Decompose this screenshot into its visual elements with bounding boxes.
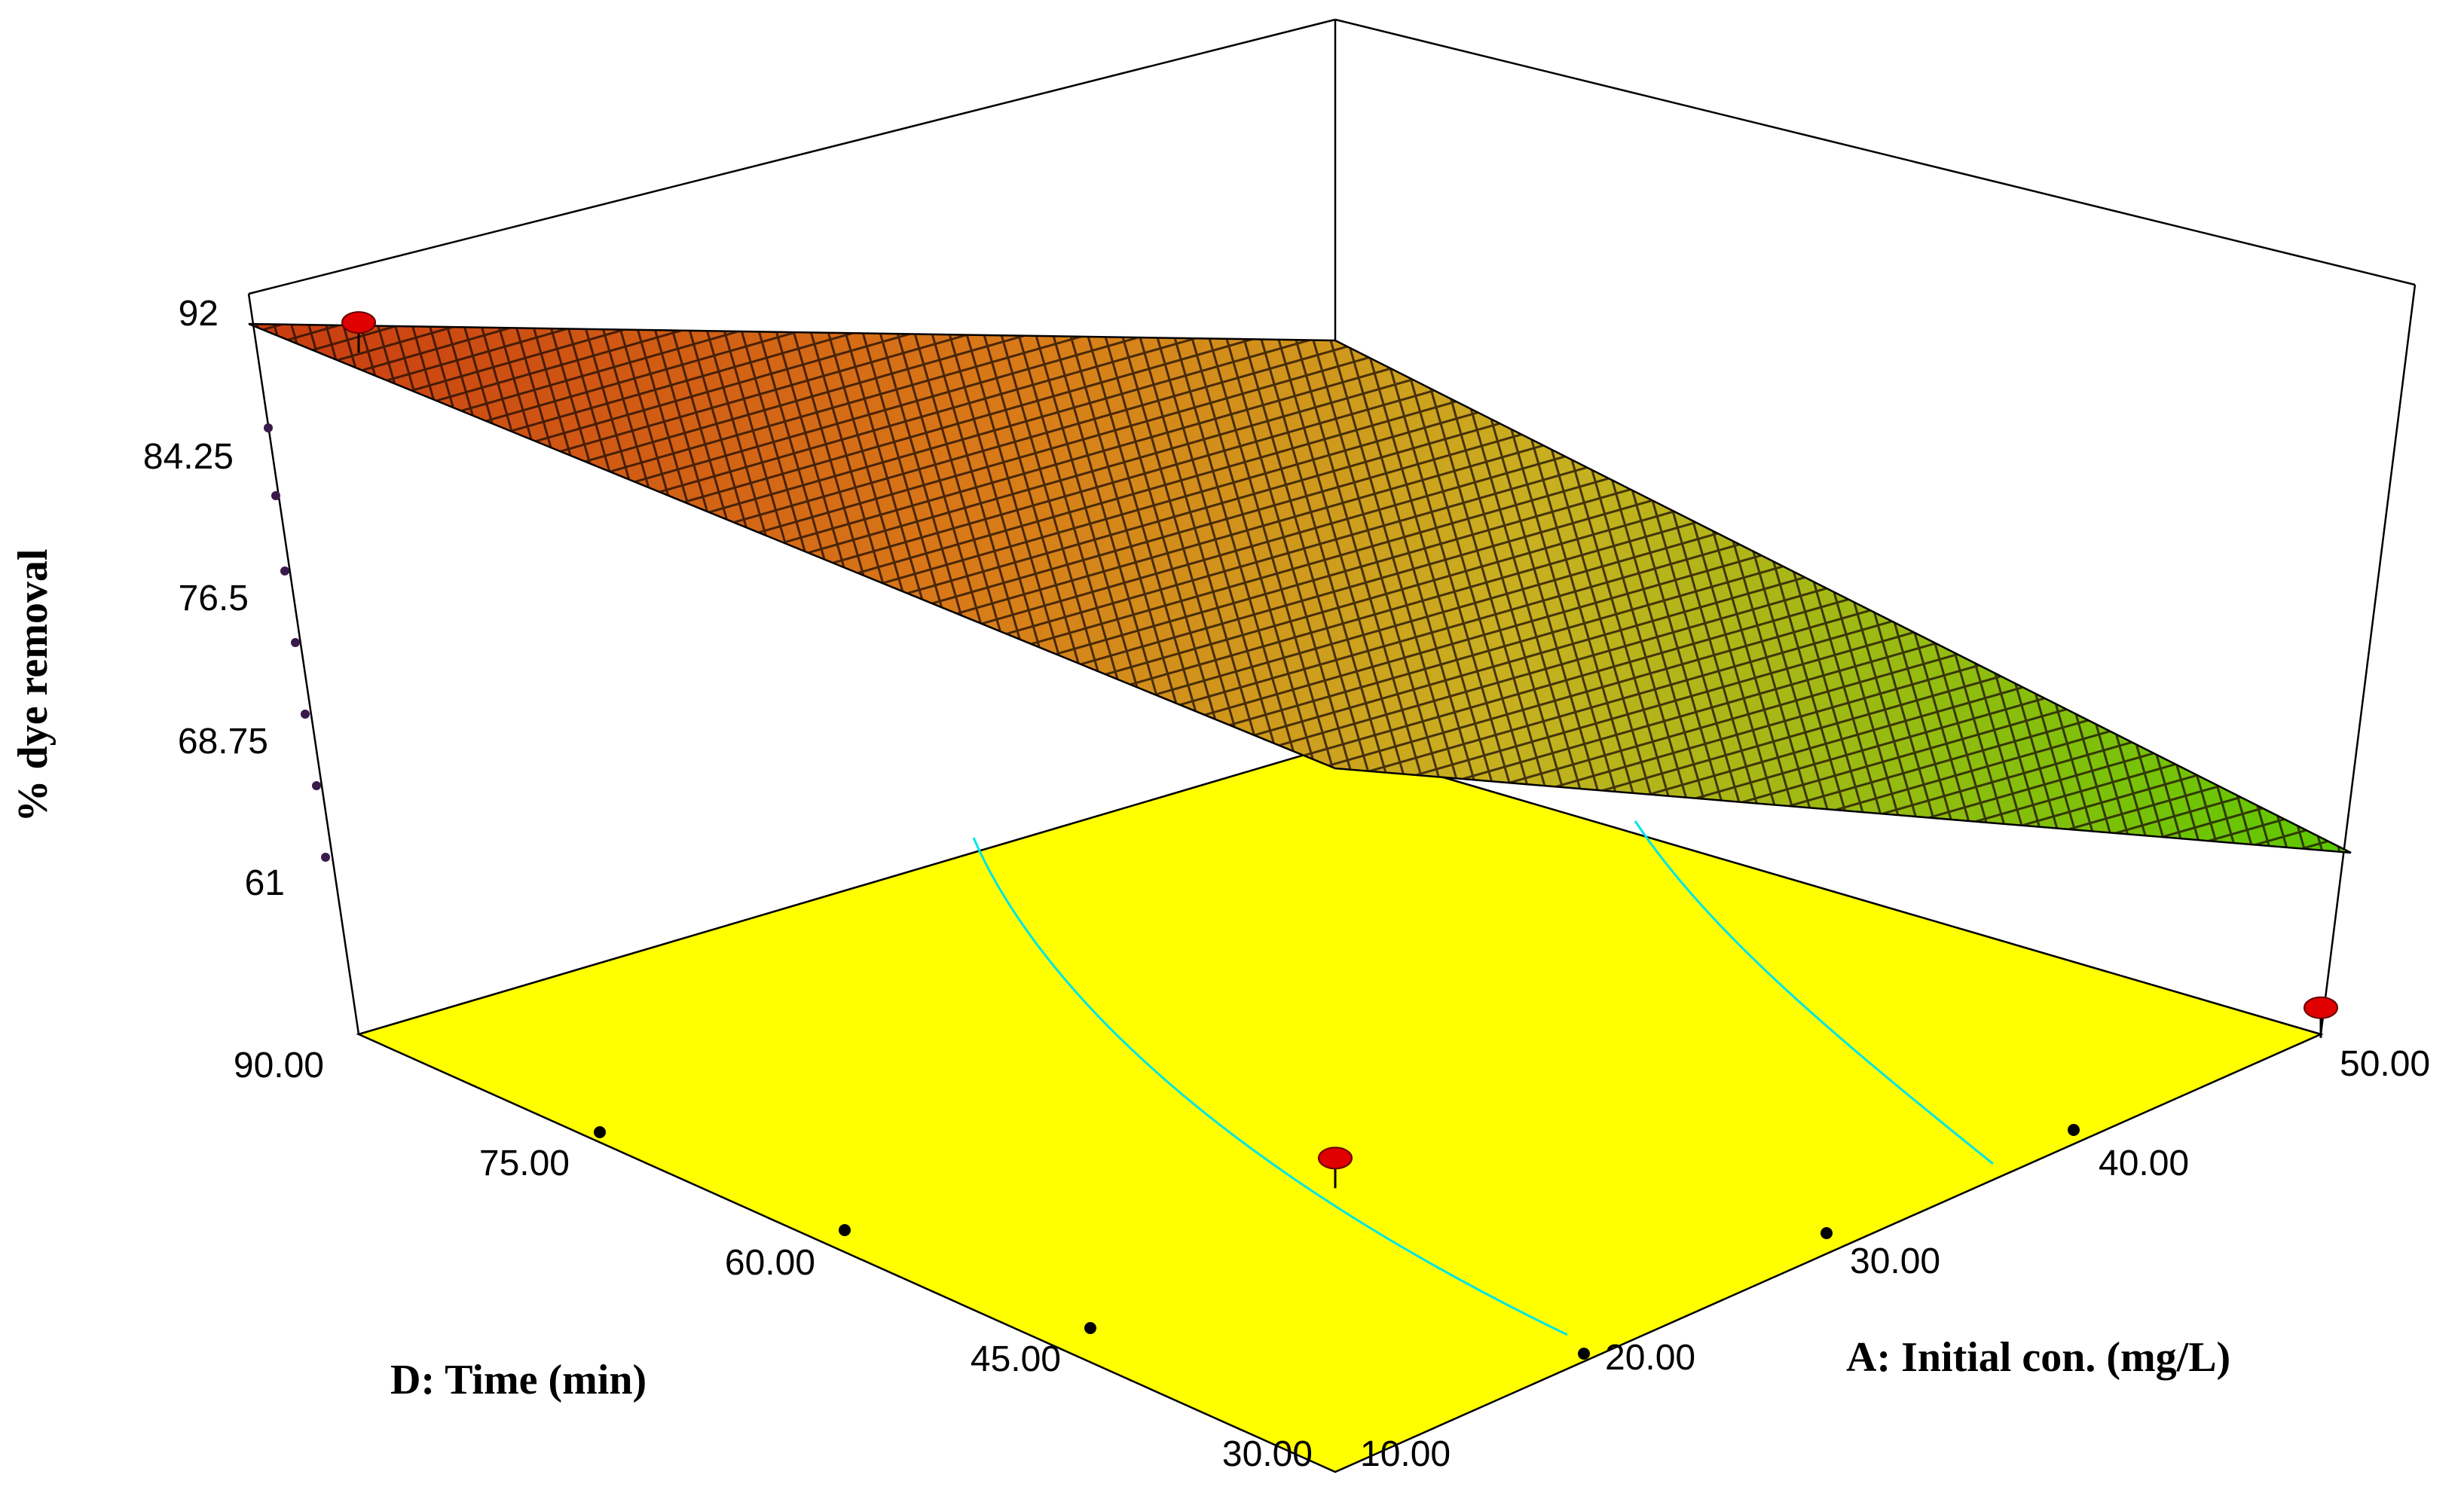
y-tick-label: 20.00: [1605, 1338, 1695, 1378]
y-tick-label: 50.00: [2340, 1044, 2430, 1084]
design-point-marker: [2304, 996, 2338, 1019]
y-axis-title: A: Initial con. (mg/L): [1846, 1334, 2230, 1381]
y-tick-label: 30.00: [1850, 1241, 1940, 1281]
z-axis-ticks: [264, 423, 330, 862]
z-tick-label: 84.25: [143, 437, 234, 477]
z-tick-labels: 92 84.25 76.5 68.75 61: [143, 294, 285, 903]
floor-ticks: [594, 1124, 2080, 1360]
contour-line-2: [1634, 820, 1994, 1165]
z-tick-label: 92: [179, 294, 219, 334]
y-tick-label: 40.00: [2099, 1143, 2189, 1183]
response-surface-mesh: [249, 324, 2351, 853]
y-tick-labels: 10.00 20.00 30.00 40.00 50.00: [1360, 1044, 2430, 1474]
x-tick-label: 75.00: [479, 1143, 570, 1183]
z-tick-label: 68.75: [178, 722, 268, 762]
z-axis-title: % dye removal: [10, 549, 57, 823]
design-point-marker: [341, 311, 376, 334]
contour-line-1: [972, 837, 1568, 1336]
design-points: [341, 311, 2338, 1189]
x-tick-labels: 30.00 45.00 60.00 75.00 90.00: [234, 1046, 1313, 1474]
x-tick-label: 60.00: [725, 1243, 815, 1283]
z-tick-label: 61: [245, 863, 285, 903]
x-tick-label: 45.00: [971, 1339, 1061, 1379]
x-axis-title: D: Time (min): [390, 1357, 647, 1403]
design-point-marker: [1318, 1147, 1353, 1170]
x-tick-label: 90.00: [234, 1046, 324, 1085]
z-tick-label: 76.5: [179, 579, 249, 618]
x-tick-label: 30.00: [1222, 1434, 1313, 1474]
y-tick-label: 10.00: [1360, 1434, 1451, 1474]
